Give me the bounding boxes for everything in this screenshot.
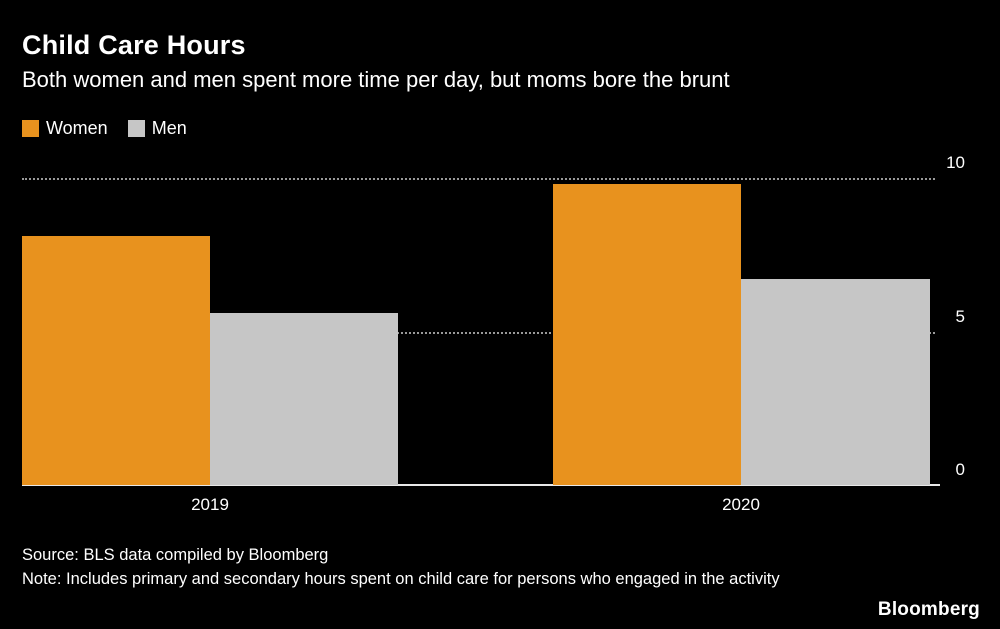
bar-group-2019	[22, 178, 399, 485]
gridline-10	[22, 178, 935, 180]
bar-men-2020	[741, 279, 930, 485]
bar-women-2019	[22, 236, 211, 485]
legend-item-men: Men	[127, 118, 187, 139]
plot-area	[22, 178, 935, 485]
bar-men-2019	[210, 313, 399, 485]
y-tick-0: 0	[955, 460, 965, 479]
bar-group-2020	[553, 178, 930, 485]
y-tick-10: 10	[946, 153, 965, 172]
x-axis-line	[22, 484, 940, 486]
legend: Women Men	[22, 118, 187, 139]
women-swatch-icon	[22, 120, 39, 137]
source-text: Source: BLS data compiled by Bloomberg	[22, 546, 329, 564]
legend-label-women: Women	[46, 118, 108, 138]
chart-subtitle: Both women and men spent more time per d…	[22, 67, 730, 92]
legend-item-women: Women	[22, 118, 108, 139]
x-tick-2019: 2019	[191, 495, 229, 514]
bloomberg-logo: Bloomberg	[877, 599, 980, 620]
gridline-5	[22, 331, 935, 334]
x-tick-2020: 2020	[722, 495, 760, 514]
bar-women-2020	[553, 184, 742, 485]
chart-title: Child Care Hours	[22, 30, 246, 60]
men-swatch-icon	[127, 120, 145, 137]
legend-label-men: Men	[151, 118, 187, 138]
bar-chart: 0 5 10	[22, 154, 965, 485]
y-tick-5: 5	[955, 306, 965, 326]
note-text: Note: Includes primary and secondary hou…	[22, 570, 780, 588]
